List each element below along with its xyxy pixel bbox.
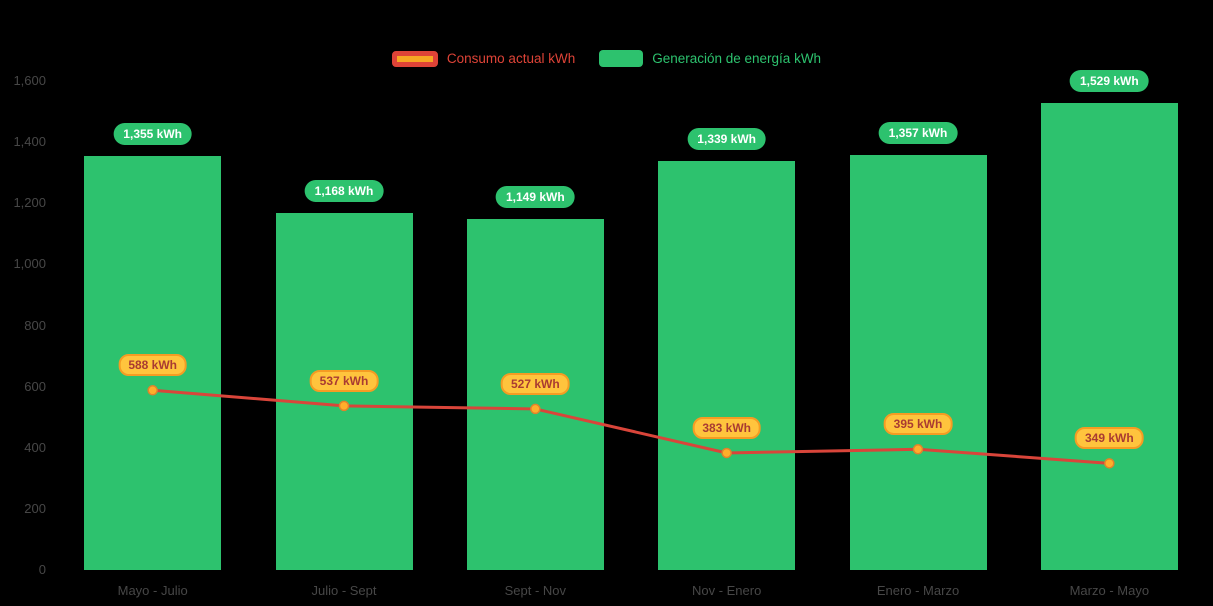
bar-value-label: 1,357 kWh xyxy=(878,122,958,145)
line-value-label: 383 kWh xyxy=(692,416,761,439)
generation-bar xyxy=(658,160,796,570)
y-tick-label: 200 xyxy=(24,500,46,516)
x-axis-label: Nov - Enero xyxy=(691,583,762,598)
bar-value-label: 1,149 kWh xyxy=(495,185,575,208)
y-tick-label: 1,200 xyxy=(13,195,46,211)
line-value-label: 395 kWh xyxy=(883,413,953,436)
legend-item-consumo: Consumo actual kWh xyxy=(391,50,576,67)
y-tick-label: 400 xyxy=(24,439,46,455)
bar-value-label: 1,168 kWh xyxy=(304,180,384,203)
y-tick-label: 600 xyxy=(24,378,46,394)
line-value-label: 527 kWh xyxy=(500,372,570,395)
generacion-legend-swatch xyxy=(599,50,644,67)
x-axis-label: Sept - Nov xyxy=(504,583,567,598)
legend-item-generacion: Generación de energía kWh xyxy=(599,50,821,67)
legend-label-generacion: Generación de energía kWh xyxy=(652,51,822,66)
bar-value-label: 1,529 kWh xyxy=(1069,69,1149,92)
x-axis-label: Enero - Marzo xyxy=(876,583,960,598)
generation-bar xyxy=(849,155,987,570)
line-value-label: 349 kWh xyxy=(1074,427,1144,450)
bar-value-label: 1,339 kWh xyxy=(687,127,767,150)
line-value-label: 588 kWh xyxy=(118,354,187,377)
y-tick-label: 800 xyxy=(24,317,46,333)
y-tick-label: 1,400 xyxy=(13,134,46,150)
y-tick-label: 1,600 xyxy=(13,73,46,88)
x-axis-label: Julio - Sept xyxy=(311,583,377,598)
line-value-label: 537 kWh xyxy=(309,369,379,392)
x-axis-label: Mayo - Julio xyxy=(117,583,188,598)
generation-bar xyxy=(1040,102,1178,570)
legend-label-consumo: Consumo actual kWh xyxy=(446,51,576,66)
y-tick-label: 1,000 xyxy=(13,256,46,272)
chart-legend: Consumo actual kWh Generación de energía… xyxy=(0,50,1213,67)
y-tick-label: 0 xyxy=(38,562,46,577)
consumo-legend-swatch xyxy=(391,50,438,67)
x-axis-label: Marzo - Mayo xyxy=(1069,583,1150,598)
bar-value-label: 1,355 kWh xyxy=(113,122,193,145)
